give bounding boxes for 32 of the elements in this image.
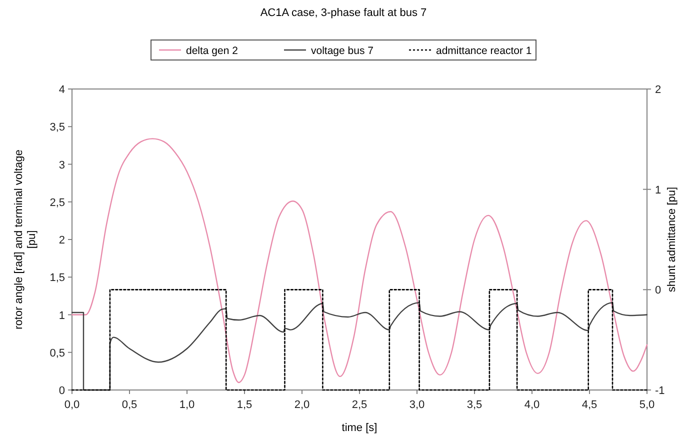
x-axis-title: time [s] [342,422,378,434]
x-tick-label: 0,5 [122,399,138,411]
y-tick-label: 1 [58,310,65,322]
legend-label: voltage bus 7 [311,45,374,57]
x-tick-label: 5,0 [639,399,655,411]
x-tick-label: 2,0 [294,399,310,411]
y-tick-label: 0 [58,385,65,397]
x-tick-label: 3,0 [409,399,425,411]
x-tick-label: 1,5 [236,399,252,411]
x-tick-label: 1,0 [179,399,195,411]
line-series [71,138,648,384]
chart-title: AC1A case, 3-phase fault at bus 7 [260,7,427,19]
legend-label: delta gen 2 [186,45,238,57]
y-tick-label: 4 [58,84,65,96]
x-tick-label: 0,0 [64,399,80,411]
y2-axis-title: shunt admittance [pu] [666,186,678,292]
x-tick-label: 3,5 [466,399,482,411]
x-tick-label: 4,0 [524,399,540,411]
y-tick-label: 0,5 [50,347,65,360]
y-tick-label: 2 [58,234,65,246]
y2-tick-label: 2 [655,84,662,96]
y2-tick-label: 0 [655,284,662,297]
y2-tick-label: 1 [655,184,662,196]
x-tick-label: 4,5 [582,399,598,411]
x-tick-label: 2,5 [352,399,368,411]
y-axis-title: rotor angle [rad] and terminal voltage [pu] [13,150,38,330]
y-tick-label: 2,5 [50,196,65,209]
y-tick-label: 3 [58,159,65,172]
y-tick-label: 1,5 [50,272,65,284]
y2-tick-label: -1 [655,385,665,397]
y-tick-label: 3,5 [50,122,65,134]
legend-label: admittance reactor 1 [436,45,532,57]
